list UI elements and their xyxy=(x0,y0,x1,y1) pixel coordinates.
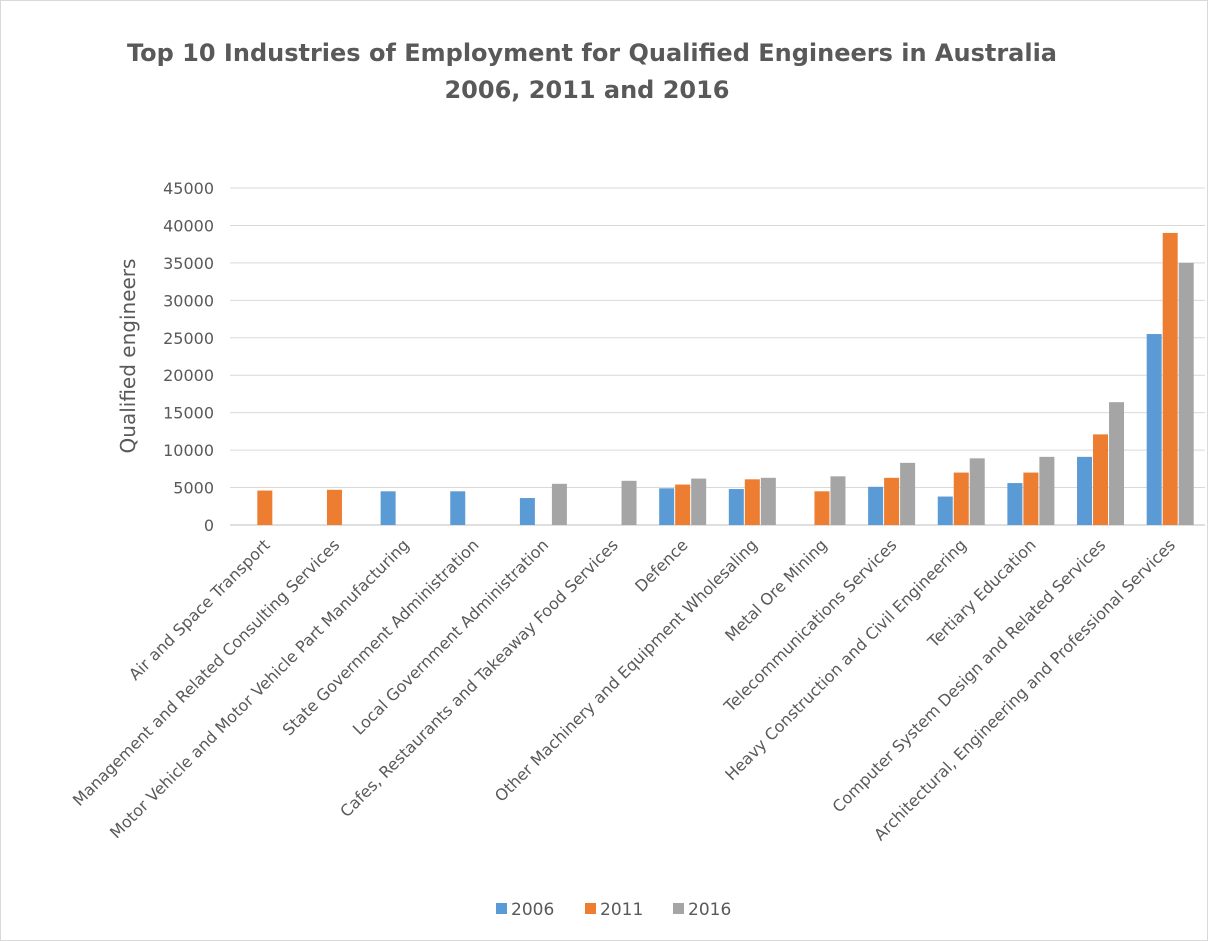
bar-2006 xyxy=(728,489,744,525)
x-category-label: Defence xyxy=(631,535,691,595)
bar-2011 xyxy=(1023,472,1039,525)
bar-2016 xyxy=(1039,456,1055,525)
y-axis-ticks: 0 5000 10000 15000 20000 25000 30000 35000 40000… xyxy=(163,179,214,535)
bar-2016 xyxy=(969,458,985,525)
bars xyxy=(257,232,1194,525)
bar-2016 xyxy=(691,478,707,525)
bar-2006 xyxy=(659,488,675,525)
x-category-label: Heavy Construction and Civil Engineering xyxy=(721,535,970,784)
bar-2011 xyxy=(953,472,969,525)
y-tick-label: 30000 xyxy=(163,291,214,310)
y-tick-label: 0 xyxy=(204,516,214,535)
bar-2011 xyxy=(744,479,760,525)
bar-2011 xyxy=(1093,434,1109,525)
bar-2016 xyxy=(551,483,567,525)
bar-2016 xyxy=(830,476,846,525)
bar-2011 xyxy=(1162,232,1178,525)
y-tick-label: 10000 xyxy=(163,441,214,460)
gridlines xyxy=(230,187,1205,526)
bar-2011 xyxy=(326,489,342,525)
legend-label: 2011 xyxy=(600,900,643,920)
bar-2011 xyxy=(814,491,830,525)
y-tick-label: 25000 xyxy=(163,329,214,348)
bar-2006 xyxy=(937,496,953,525)
y-tick-label: 35000 xyxy=(163,254,214,273)
bar-2011 xyxy=(675,484,691,525)
bar-2016 xyxy=(760,477,776,525)
chart-title-line-1: Top 10 Industries of Employment for Qual… xyxy=(127,39,1057,67)
legend-swatch-2006 xyxy=(496,903,507,914)
legend-swatch-2011 xyxy=(585,903,596,914)
y-tick-label: 20000 xyxy=(163,366,214,385)
bar-2016 xyxy=(621,480,637,525)
bar-2006 xyxy=(868,486,884,525)
y-tick-label: 5000 xyxy=(173,479,214,498)
x-category-label: Other Machinery and Equipment Wholesalin… xyxy=(491,535,761,805)
legend-swatch-2016 xyxy=(673,903,684,914)
y-tick-label: 15000 xyxy=(163,404,214,423)
bar-2016 xyxy=(900,462,916,525)
legend: 2006 2011 2016 xyxy=(496,900,731,920)
bar-2016 xyxy=(1178,262,1194,525)
bar-2006 xyxy=(1007,483,1023,525)
bar-2006 xyxy=(519,498,535,525)
bar-2006 xyxy=(450,491,466,525)
legend-label: 2006 xyxy=(511,900,554,920)
legend-label: 2016 xyxy=(688,900,731,920)
y-tick-label: 45000 xyxy=(163,179,214,198)
y-axis-label: Qualified engineers xyxy=(116,259,140,454)
bar-2011 xyxy=(884,477,900,525)
bar-2006 xyxy=(1077,456,1093,525)
y-tick-label: 40000 xyxy=(163,216,214,235)
chart-title-line-2: 2006, 2011 and 2016 xyxy=(444,76,729,104)
bar-2011 xyxy=(257,490,273,525)
bar-2006 xyxy=(1146,334,1162,525)
x-category-label: Air and Space Transport xyxy=(125,535,274,684)
bar-2016 xyxy=(1109,402,1125,525)
bar-2006 xyxy=(380,491,396,525)
x-category-label: Management and Related Consulting Servic… xyxy=(69,535,343,809)
